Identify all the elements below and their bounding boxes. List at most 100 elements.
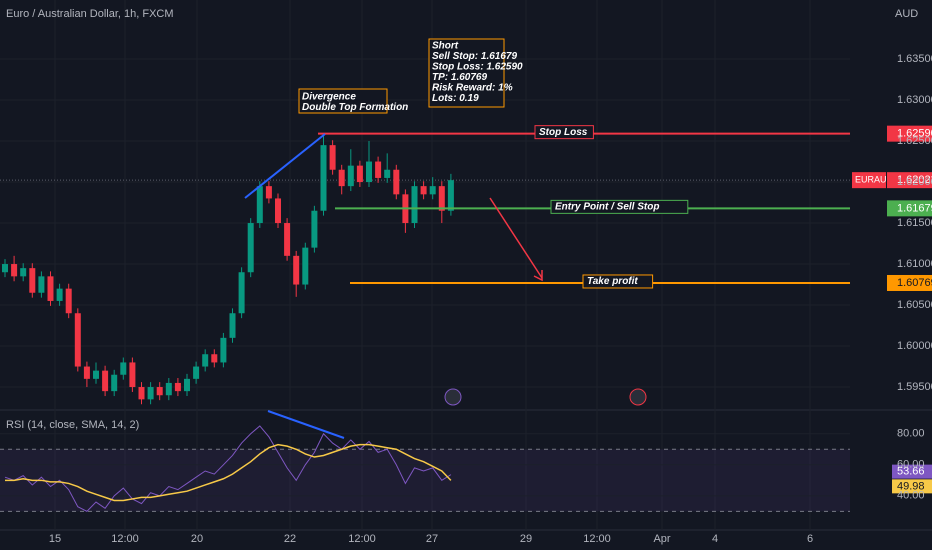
arrow-head <box>533 270 543 282</box>
candle-body <box>384 169 391 178</box>
annotation-text: Short <box>432 41 459 52</box>
candle-body <box>329 145 336 170</box>
x-tick-label: 29 <box>520 533 532 545</box>
candle-body <box>393 169 400 195</box>
candle-body <box>347 165 354 187</box>
candle-body <box>184 378 190 392</box>
x-tick-label: Apr <box>653 533 670 545</box>
candle-body <box>265 186 272 199</box>
x-tick-label: 27 <box>426 533 438 545</box>
y-tick-label: 1.59500 <box>897 381 932 393</box>
level-tag-box <box>534 125 594 140</box>
arrow <box>489 197 543 279</box>
candle-body <box>438 186 445 211</box>
candle-body <box>147 387 154 400</box>
annotation-text: Lots: 0.19 <box>432 93 479 104</box>
candle-body <box>420 186 427 195</box>
price-badge-label: 1.60769 <box>897 277 932 289</box>
price-badge <box>887 274 932 291</box>
candle-body <box>247 223 254 273</box>
candle-body <box>411 186 418 224</box>
price-badge-label: 1.62590 <box>897 128 932 140</box>
price-badge <box>887 200 932 217</box>
rsi-badge <box>892 479 932 494</box>
x-tick-label: 12:00 <box>111 533 139 545</box>
rsi-band <box>0 449 850 512</box>
symbol-title: Euro / Australian Dollar, 1h, FXCM <box>6 8 174 20</box>
candle-body <box>293 255 300 285</box>
candle-body <box>74 313 81 367</box>
candle-body <box>47 276 54 301</box>
annotation-text: Stop Loss: 1.62590 <box>432 62 523 73</box>
x-tick-label: 20 <box>191 533 203 545</box>
currency: AUD <box>895 8 918 20</box>
candle-body <box>38 276 45 293</box>
candle-body <box>165 382 172 396</box>
candle-body <box>174 382 181 392</box>
candle-body <box>429 186 436 195</box>
trend-line <box>267 410 345 439</box>
y-tick-label: 1.61000 <box>897 258 932 270</box>
event-icon[interactable] <box>629 388 647 406</box>
annotation-text: Divergence <box>302 92 356 103</box>
rsi-badge-label: 49.98 <box>897 480 925 492</box>
candle-body <box>356 165 363 183</box>
x-tick-label: 12:00 <box>583 533 611 545</box>
candle-body <box>56 288 63 301</box>
y-tick-label: 1.61500 <box>897 217 932 229</box>
y-tick-label: 1.60500 <box>897 299 932 311</box>
candle-body <box>111 374 118 392</box>
x-tick-label: 15 <box>49 533 61 545</box>
candle-body <box>129 362 136 388</box>
candle-body <box>375 161 382 178</box>
candle-body <box>302 247 309 285</box>
y-tick-label: 1.62000 <box>897 176 932 188</box>
rsi-tick-label: 80.00 <box>897 428 925 440</box>
annotation-text: TP: 1.60769 <box>432 72 487 83</box>
annotation-text: Risk Reward: 1% <box>432 83 513 94</box>
candle-body <box>338 169 345 187</box>
x-tick-label: 22 <box>284 533 296 545</box>
level-tag: Entry Point / Sell Stop <box>555 202 659 213</box>
candle-body <box>366 161 372 183</box>
candle-body <box>83 366 90 379</box>
y-tick-label: 1.63000 <box>897 94 932 106</box>
candle-body <box>102 370 109 392</box>
candle-body <box>320 145 327 211</box>
candle-body <box>93 370 99 379</box>
symbol-badge-label: EURAUD <box>855 175 894 185</box>
level-tag-box <box>550 199 689 214</box>
candle-body <box>156 387 163 396</box>
candle-body <box>447 180 454 211</box>
rsi-tick-label: 40.00 <box>897 490 925 502</box>
candle-body <box>138 387 145 400</box>
rsi-title: RSI (14, close, SMA, 14, 2) <box>6 419 139 431</box>
event-icon[interactable] <box>444 388 462 406</box>
rsi-badge-label: 53.66 <box>897 466 925 478</box>
annotation-box <box>298 88 388 114</box>
candle-body <box>202 354 209 367</box>
annotation-box <box>428 38 505 108</box>
rsi-badge <box>892 464 932 479</box>
candle-body <box>11 264 18 277</box>
candle-body <box>238 272 245 314</box>
y-tick-label: 1.60000 <box>897 340 932 352</box>
annotation-text: Double Top Formation <box>302 102 408 113</box>
candle-body <box>284 223 291 256</box>
rsi-line <box>5 443 452 502</box>
rsi-line <box>4 425 452 512</box>
candle-body <box>2 264 8 273</box>
symbol-badge <box>852 172 886 189</box>
y-tick-label: 1.62500 <box>897 135 932 147</box>
candle-body <box>220 337 227 363</box>
candle-body <box>120 362 127 375</box>
candle-body <box>256 186 263 224</box>
price-badge-label: 1.61679 <box>897 202 932 214</box>
candle-body <box>229 313 236 338</box>
y-tick-label: 1.63500 <box>897 53 932 65</box>
candle-body <box>275 198 281 224</box>
candle-body <box>193 366 200 379</box>
x-tick-label: 4 <box>712 533 718 545</box>
